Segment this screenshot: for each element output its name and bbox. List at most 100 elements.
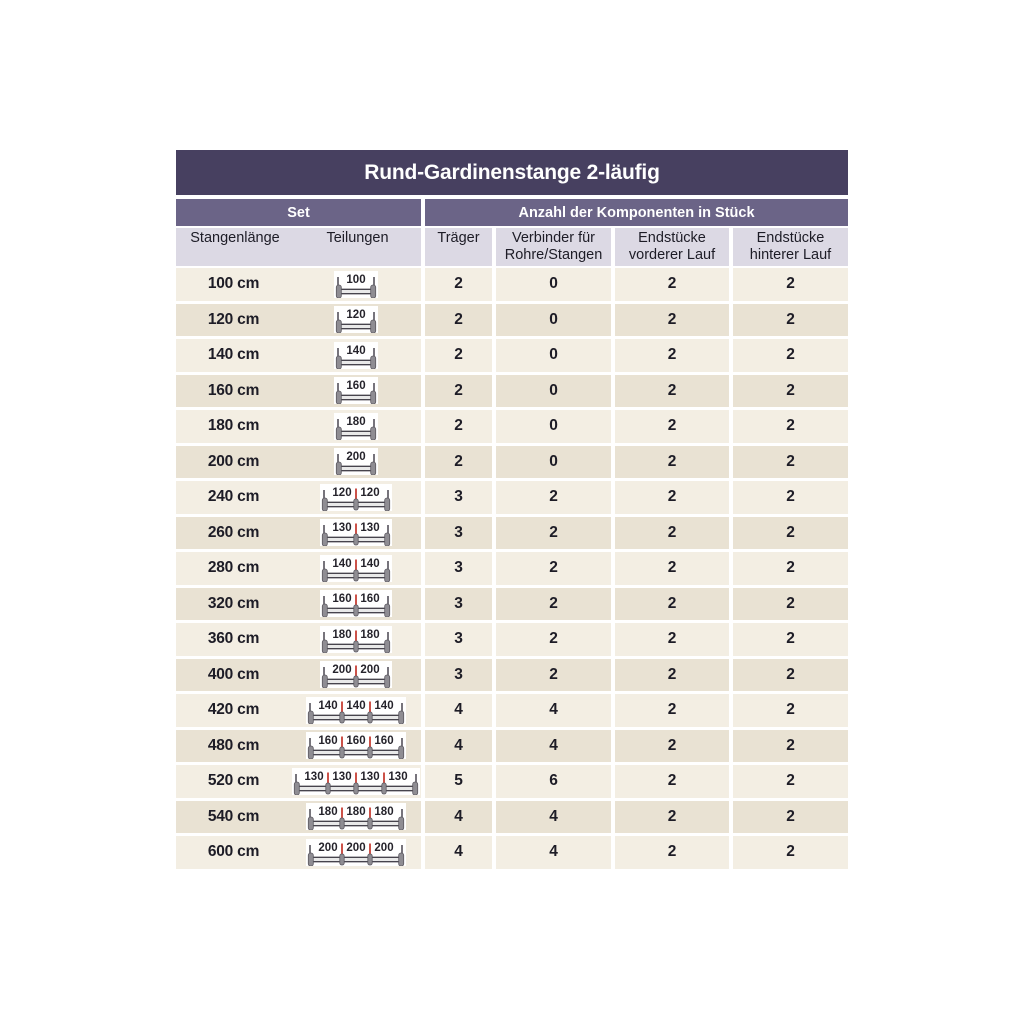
verbinder-count: 2: [496, 552, 611, 585]
verbinder-count: 0: [496, 339, 611, 372]
table-row: 120 cm 120 2 0 2 2: [176, 303, 848, 336]
set-cell: 480 cm 160 160 160: [176, 729, 421, 762]
rod-division-icon: 160 160: [291, 590, 421, 618]
traeger-count: 3: [425, 623, 492, 656]
svg-text:140: 140: [374, 700, 393, 712]
svg-text:140: 140: [318, 700, 337, 712]
verbinder-count: 4: [496, 729, 611, 762]
section-header-set: Set: [176, 199, 421, 226]
traeger-count: 5: [425, 765, 492, 798]
svg-text:180: 180: [374, 806, 393, 818]
endstuecke-vorderer-count: 2: [615, 268, 729, 301]
traeger-count: 2: [425, 410, 492, 443]
endstuecke-hinterer-count: 2: [733, 658, 848, 691]
traeger-count: 2: [425, 339, 492, 372]
set-cell: 400 cm 200 200: [176, 658, 421, 691]
verbinder-count: 6: [496, 765, 611, 798]
column-header-endstuecke-hinterer: Endstücke hinterer Lauf: [733, 228, 848, 266]
rod-division-icon: 160: [291, 377, 421, 405]
endstuecke-vorderer-count: 2: [615, 658, 729, 691]
endstuecke-hinterer-count: 2: [733, 374, 848, 407]
endstuecke-hinterer-count: 2: [733, 694, 848, 727]
svg-text:130: 130: [332, 522, 351, 534]
endstuecke-hinterer-count: 2: [733, 481, 848, 514]
traeger-count: 3: [425, 481, 492, 514]
set-cell: 240 cm 120 120: [176, 481, 421, 514]
endstuecke-hinterer-count: 2: [733, 445, 848, 478]
column-header-stangenlaenge: Stangenlänge: [190, 230, 280, 246]
svg-text:140: 140: [346, 345, 365, 357]
set-cell: 200 cm 200: [176, 445, 421, 478]
rod-division-icon: 200 200: [291, 661, 421, 689]
rod-division-icon: 100: [291, 270, 421, 298]
endstuecke-hinterer-count: 2: [733, 552, 848, 585]
endstuecke-hinterer-count: 2: [733, 729, 848, 762]
endstuecke-hinterer-count: 2: [733, 516, 848, 549]
rod-length-label: 260 cm: [207, 523, 260, 541]
set-cell: 180 cm 180: [176, 410, 421, 443]
svg-text:200: 200: [332, 664, 351, 676]
table-row: 520 cm 130 130 130 130 5 6 2 2: [176, 765, 848, 798]
svg-text:200: 200: [360, 664, 379, 676]
endstuecke-hinterer-count: 2: [733, 836, 848, 869]
endstuecke-vorderer-count: 2: [615, 410, 729, 443]
column-header-traeger: Träger: [425, 228, 492, 266]
traeger-count: 3: [425, 658, 492, 691]
svg-text:160: 160: [346, 380, 365, 392]
endstuecke-hinterer-count: 2: [733, 587, 848, 620]
endstuecke-vorderer-count: 2: [615, 445, 729, 478]
svg-text:120: 120: [360, 487, 379, 499]
set-cell: 100 cm 100: [176, 268, 421, 301]
table-body: 100 cm 100 2 0 2 2 120 cm 120 2 0 2 2 140 cm 140 2 0 2 2 1…: [176, 268, 848, 869]
svg-text:120: 120: [332, 487, 351, 499]
table-title: Rund-Gardinenstange 2-läufig: [176, 150, 848, 195]
section-header-row: Set Anzahl der Komponenten in Stück: [176, 199, 848, 226]
svg-text:180: 180: [360, 629, 379, 641]
table-row: 100 cm 100 2 0 2 2: [176, 268, 848, 301]
table-row: 240 cm 120 120 3 2 2 2: [176, 481, 848, 514]
verbinder-count: 2: [496, 587, 611, 620]
table-row: 180 cm 180 2 0 2 2: [176, 410, 848, 443]
traeger-count: 4: [425, 729, 492, 762]
endstuecke-vorderer-count: 2: [615, 481, 729, 514]
rod-length-label: 360 cm: [207, 630, 260, 648]
svg-text:200: 200: [318, 842, 337, 854]
svg-text:130: 130: [388, 771, 407, 783]
endstuecke-hinterer-count: 2: [733, 623, 848, 656]
verbinder-count: 0: [496, 303, 611, 336]
table-row: 600 cm 200 200 200 4 4 2 2: [176, 836, 848, 869]
endstuecke-vorderer-count: 2: [615, 729, 729, 762]
verbinder-count: 2: [496, 516, 611, 549]
rod-length-label: 160 cm: [207, 381, 260, 399]
set-cell: 280 cm 140 140: [176, 552, 421, 585]
rod-length-label: 140 cm: [207, 346, 260, 364]
set-cell: 540 cm 180 180 180: [176, 800, 421, 833]
rod-length-label: 120 cm: [207, 310, 260, 328]
table-row: 280 cm 140 140 3 2 2 2: [176, 552, 848, 585]
svg-text:130: 130: [360, 522, 379, 534]
section-header-components: Anzahl der Komponenten in Stück: [425, 199, 848, 226]
endstuecke-vorderer-count: 2: [615, 623, 729, 656]
verbinder-count: 4: [496, 694, 611, 727]
verbinder-count: 0: [496, 410, 611, 443]
set-cell: 160 cm 160: [176, 374, 421, 407]
rod-length-label: 400 cm: [207, 665, 260, 683]
rod-division-icon: 200: [291, 448, 421, 476]
column-header-endstuecke-vorderer: Endstücke vorderer Lauf: [615, 228, 729, 266]
endstuecke-vorderer-count: 2: [615, 587, 729, 620]
traeger-count: 4: [425, 800, 492, 833]
rod-length-label: 280 cm: [207, 559, 260, 577]
rod-division-icon: 200 200 200: [291, 838, 421, 866]
rod-division-icon: 180 180: [291, 625, 421, 653]
svg-text:180: 180: [332, 629, 351, 641]
traeger-count: 2: [425, 374, 492, 407]
table-row: 320 cm 160 160 3 2 2 2: [176, 587, 848, 620]
endstuecke-vorderer-count: 2: [615, 339, 729, 372]
svg-text:130: 130: [360, 771, 379, 783]
rod-division-icon: 180 180 180: [291, 803, 421, 831]
endstuecke-vorderer-count: 2: [615, 552, 729, 585]
verbinder-count: 2: [496, 658, 611, 691]
verbinder-count: 4: [496, 800, 611, 833]
svg-text:160: 160: [318, 735, 337, 747]
rod-length-label: 100 cm: [207, 275, 260, 293]
